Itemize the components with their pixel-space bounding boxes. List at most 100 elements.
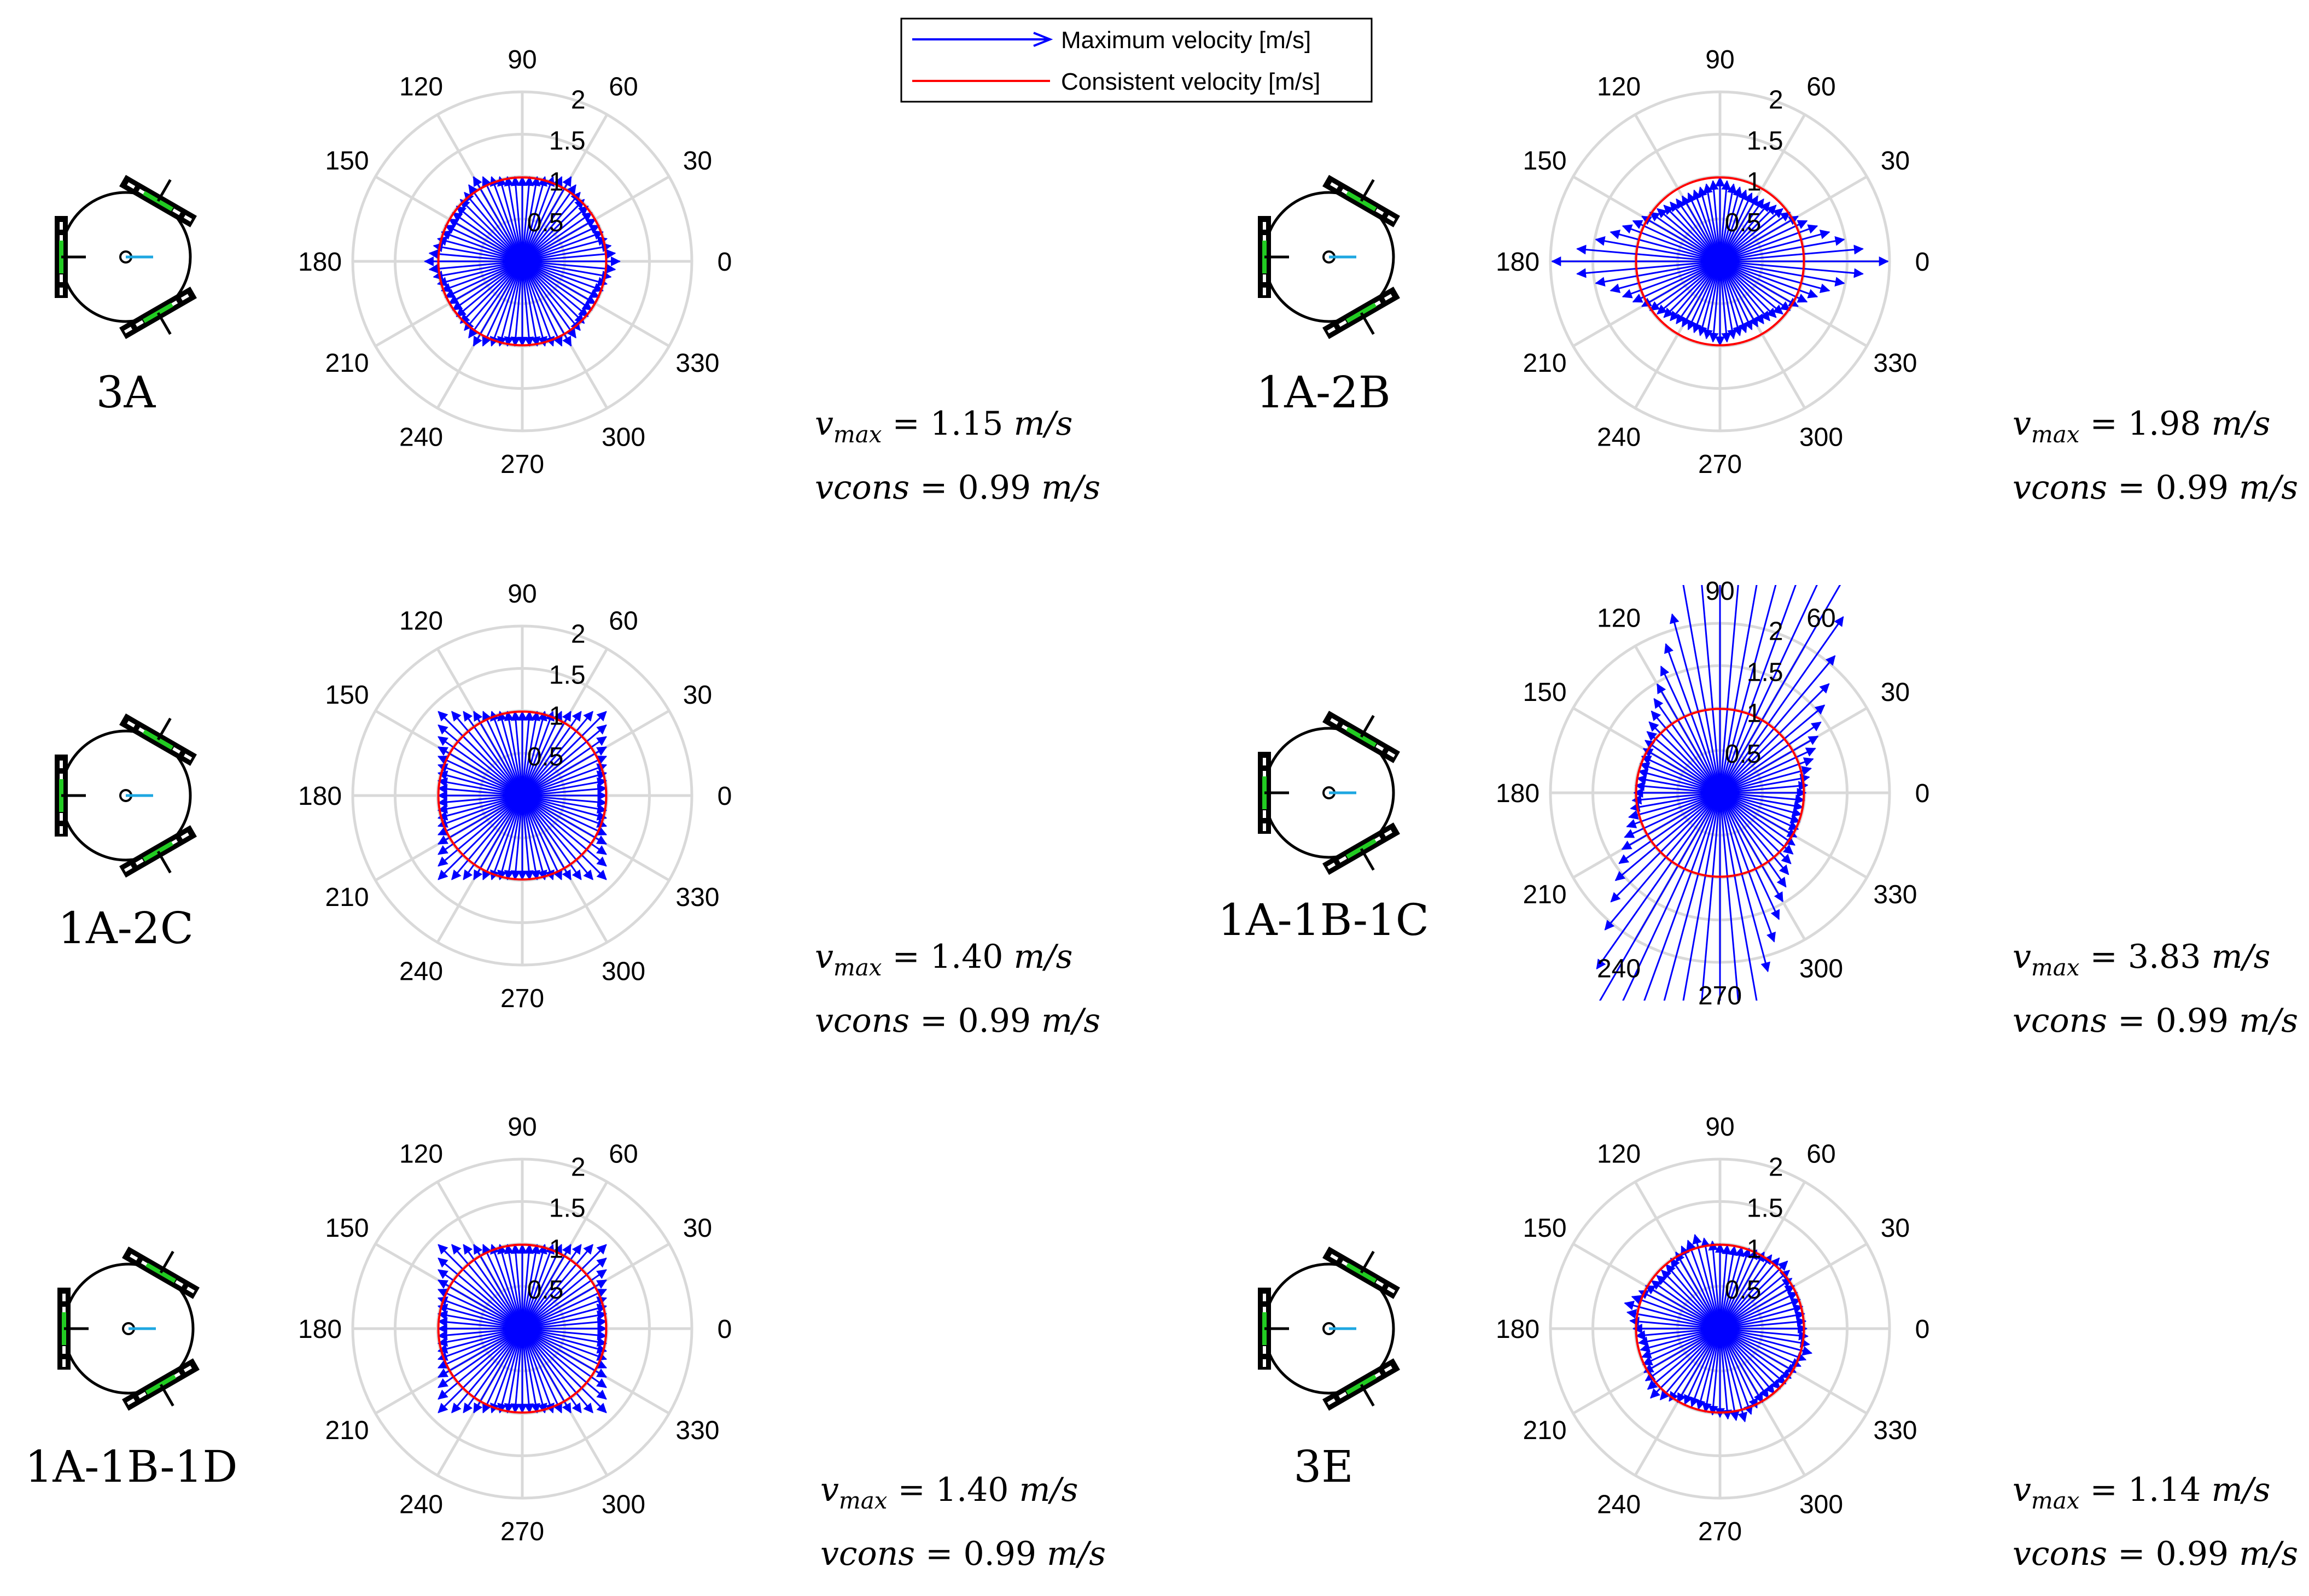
max-velocity-arrow (1719, 192, 1753, 262)
angular-tick-label: 300 (602, 423, 645, 452)
max-velocity-arrow (522, 260, 608, 287)
max-velocity-arrow (511, 1328, 523, 1414)
vcons-equals: = (2107, 1535, 2155, 1573)
max-velocity-arrow (522, 260, 597, 305)
max-velocity-arrow (1719, 236, 1845, 262)
max-velocity-arrow (521, 795, 572, 881)
max-velocity-arrow (521, 261, 547, 347)
angular-tick-label: 330 (1873, 1416, 1917, 1445)
vmax-equals: = (2079, 938, 2127, 976)
max-velocity-arrow (522, 794, 608, 835)
vcons-equation: vcons = 0.99 m/s (2013, 1535, 2298, 1573)
max-velocity-series (423, 176, 621, 347)
max-velocity-arrow (1719, 1317, 1807, 1330)
max-velocity-arrow (1719, 1328, 1801, 1367)
max-velocity-arrow (1719, 585, 1841, 793)
max-velocity-arrow (1719, 220, 1808, 262)
max-velocity-arrow (511, 710, 523, 796)
robot-wheel (1322, 174, 1400, 227)
max-velocity-arrow (1719, 260, 1818, 299)
max-velocity-arrow (521, 261, 572, 347)
max-velocity-arrow (1681, 195, 1721, 262)
angular-tick-label: 240 (399, 957, 443, 986)
max-velocity-arrow (1719, 260, 1791, 311)
radial-tick-label: 1.5 (549, 660, 586, 689)
vmax-subscript: max (839, 1487, 888, 1514)
radial-tick-label: 0.5 (527, 1276, 564, 1305)
vmax-equation: vmax = 1.98 m/s (2013, 405, 2270, 448)
max-velocity-arrow (437, 1289, 523, 1330)
angular-tick-label: 180 (1496, 1315, 1540, 1344)
angular-tick-label: 150 (1523, 1214, 1567, 1243)
max-velocity-arrow (522, 756, 608, 797)
wheel-axle (159, 1383, 174, 1407)
wheel-axle (1360, 179, 1375, 202)
max-velocity-arrow (437, 1296, 523, 1330)
max-velocity-arrow (437, 1328, 523, 1347)
vmax-equals: = (2079, 1471, 2127, 1509)
max-velocity-arrow (1646, 731, 1721, 794)
angular-tick-label: 180 (298, 1315, 342, 1344)
max-velocity-arrow (521, 260, 585, 324)
max-velocity-arrow (490, 1328, 523, 1414)
angular-tick-label: 60 (1806, 73, 1835, 102)
max-velocity-arrow (438, 794, 523, 855)
max-velocity-arrow (1719, 215, 1799, 262)
max-velocity-arrow (1628, 792, 1721, 820)
max-velocity-arrow (522, 1328, 608, 1378)
max-velocity-arrow (1670, 201, 1721, 262)
max-velocity-arrow (448, 260, 523, 305)
config-label: 1A-2C (58, 903, 194, 954)
max-velocity-arrow (1719, 180, 1731, 262)
vcons-equals: = (915, 1535, 963, 1573)
max-velocity-arrow (1659, 1328, 1721, 1401)
max-velocity-arrow (1719, 261, 1753, 331)
max-velocity-arrow (1687, 261, 1721, 331)
angular-tick-label: 0 (1915, 248, 1930, 277)
max-velocity-arrow (521, 795, 593, 880)
max-velocity-arrow (522, 794, 608, 845)
max-velocity-arrow (521, 1328, 534, 1414)
max-velocity-arrow (522, 1328, 607, 1388)
max-velocity-arrow (522, 260, 593, 311)
max-velocity-arrow (1624, 1300, 1721, 1330)
max-velocity-arrow (1719, 655, 1836, 793)
max-velocity-arrow (1610, 260, 1721, 294)
max-velocity-arrow (1610, 229, 1721, 262)
max-velocity-arrow (1657, 260, 1721, 315)
max-velocity-arrow (1719, 792, 1780, 920)
max-velocity-arrow (521, 711, 607, 797)
max-velocity-arrow (522, 736, 607, 797)
max-velocity-arrow (1719, 585, 1739, 793)
max-velocity-arrow (511, 1243, 523, 1329)
max-velocity-arrow (1719, 1328, 1753, 1415)
max-velocity-arrow (437, 756, 523, 797)
angular-tick-label: 270 (500, 450, 544, 479)
vmax-unit: m/s (1014, 938, 1073, 976)
vcons-symbol: vcons (2013, 1002, 2107, 1040)
consistent-velocity-circle (1635, 708, 1805, 878)
max-velocity-arrow (521, 1328, 562, 1414)
max-velocity-arrow (490, 795, 523, 881)
vmax-symbol: v (815, 938, 833, 976)
max-velocity-arrow (521, 710, 572, 796)
max-velocity-arrow (1692, 261, 1721, 334)
max-velocity-arrow (1632, 260, 1721, 303)
max-velocity-arrow (1719, 585, 1777, 793)
max-velocity-arrow (1719, 261, 1748, 334)
angular-tick-label: 120 (1597, 73, 1641, 102)
max-velocity-arrow (1621, 792, 1721, 850)
vmax-equals: = (887, 1471, 935, 1509)
max-velocity-arrow (437, 1328, 523, 1354)
polar-panel-3E: 0 30 60 90 120 150 180 210 240 270 300 330 0.5 1 1.5 2 3… (1258, 1113, 2298, 1573)
max-velocity-arrow (497, 1328, 523, 1414)
max-velocity-arrow (497, 710, 523, 796)
vmax-equation: vmax = 1.40 m/s (820, 1471, 1078, 1514)
max-velocity-arrow (482, 1243, 523, 1329)
max-velocity-arrow (437, 784, 523, 797)
polar-panel-1A-1B-1D: 0 30 60 90 120 150 180 210 240 270 300 330 0.5 1 1.5 2 1… (25, 1113, 1106, 1573)
vcons-equals: = (2107, 469, 2155, 507)
legend-max-label: Maximum velocity [m/s] (1061, 27, 1311, 54)
max-velocity-arrow (473, 710, 523, 796)
max-velocity-arrow (1719, 260, 1799, 307)
